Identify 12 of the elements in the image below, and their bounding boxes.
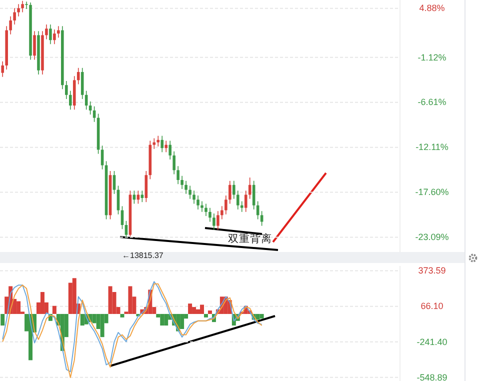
y-tick-label: -6.61% [418,97,446,108]
y-tick-label: 66.10 [420,301,444,312]
y-tick-label: -23.09% [415,232,449,242]
y-tick-label: 373.59 [418,266,446,276]
y-tick-label: -241.40 [416,336,448,347]
y-tick-label: -12.11% [416,142,448,152]
y-tick-label: -548.89 [416,372,448,381]
annotation: 双重背离 [228,232,272,245]
y-tick-label: 4.88% [419,3,445,14]
annotation: ←13815.37 [122,251,164,260]
y-tick-label: -1.12% [418,52,446,62]
y-tick-label: -17.60% [415,187,449,198]
